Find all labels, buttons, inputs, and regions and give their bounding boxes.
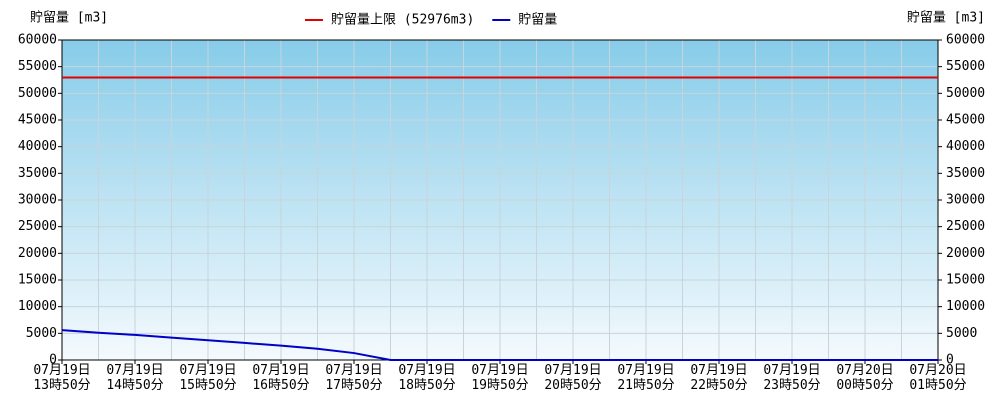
y2-tick-label: 20000 [946, 246, 985, 261]
legend-label: 貯留量上限 (52976m3) [331, 13, 474, 28]
y2-tick-label: 50000 [946, 86, 985, 101]
y2-tick-label: 30000 [946, 193, 985, 208]
x-tick-label: 07月19日 23時50分 [763, 363, 821, 393]
y2-tick-label: 15000 [946, 273, 985, 288]
x-tick-label: 07月19日 17時50分 [325, 363, 383, 393]
x-tick-label: 07月19日 22時50分 [690, 363, 748, 393]
y2-tick-label: 60000 [946, 33, 985, 48]
x-tick-label: 07月19日 19時50分 [471, 363, 529, 393]
y2-tick-label: 0 [946, 353, 954, 368]
y-tick-label: 20000 [18, 246, 57, 261]
y-tick-label: 0 [49, 353, 57, 368]
y2-tick-label: 35000 [946, 166, 985, 181]
y2-tick-label: 25000 [946, 219, 985, 234]
y2-tick-label: 55000 [946, 59, 985, 74]
series-line [61, 329, 938, 361]
legend-label: 貯留量 [518, 13, 557, 28]
y-tick-label: 25000 [18, 219, 57, 234]
x-tick-label: 07月19日 21時50分 [617, 363, 675, 393]
x-tick-label: 07月19日 20時50分 [544, 363, 602, 393]
y-tick-label: 10000 [18, 299, 57, 314]
y2-tick-label: 45000 [946, 113, 985, 128]
x-tick-label: 07月19日 15時50分 [179, 363, 237, 393]
y2-tick-label: 40000 [946, 139, 985, 154]
y-tick-label: 35000 [18, 166, 57, 181]
y-axis-label: 貯留量 [m3] [30, 11, 108, 26]
y-tick-label: 15000 [18, 273, 57, 288]
x-tick-label: 07月20日 00時50分 [836, 363, 894, 393]
x-tick-label: 07月19日 16時50分 [252, 363, 310, 393]
y-tick-label: 50000 [18, 86, 57, 101]
y2-axis-label: 貯留量 [m3] [907, 11, 985, 26]
y-tick-label: 55000 [18, 59, 57, 74]
y-tick-label: 60000 [18, 33, 57, 48]
y-tick-label: 40000 [18, 139, 57, 154]
x-tick-label: 07月19日 14時50分 [106, 363, 164, 393]
y-tick-label: 45000 [18, 113, 57, 128]
x-tick-label: 07月19日 18時50分 [398, 363, 456, 393]
y2-tick-label: 5000 [946, 326, 977, 341]
x-tick-label: 07月20日 01時50分 [909, 363, 967, 393]
x-tick-label: 07月19日 13時50分 [33, 363, 91, 393]
y-tick-label: 30000 [18, 193, 57, 208]
y2-tick-label: 10000 [946, 299, 985, 314]
y-tick-label: 5000 [26, 326, 57, 341]
